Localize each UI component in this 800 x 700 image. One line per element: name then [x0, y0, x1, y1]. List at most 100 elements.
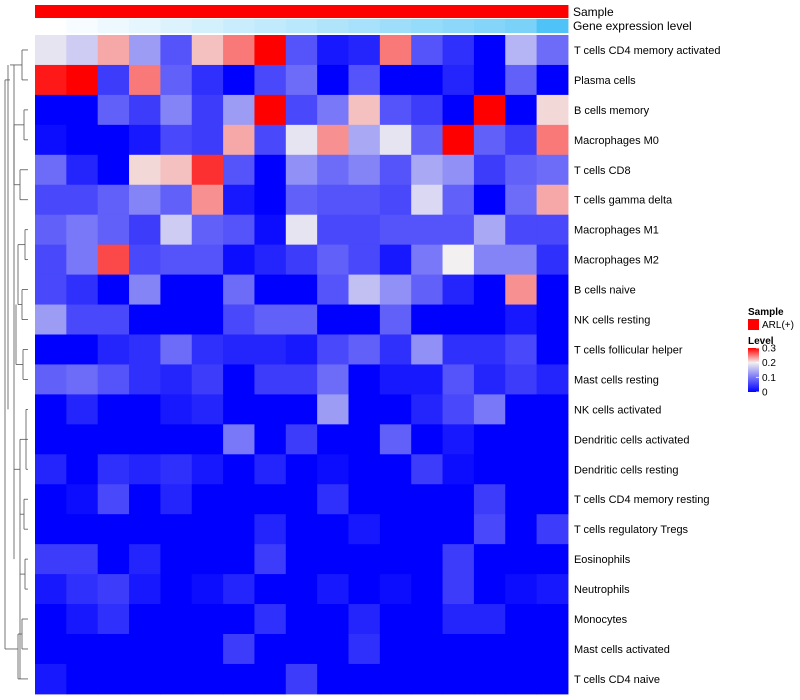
gene-expression-annotation-cell — [66, 19, 99, 33]
heatmap-cell — [129, 424, 161, 455]
heatmap-cell — [66, 454, 99, 485]
heatmap-cell — [536, 544, 569, 575]
heatmap-cell — [473, 514, 506, 545]
heatmap-cell — [129, 544, 161, 575]
sample-annotation-cell — [473, 5, 506, 18]
heatmap-cell — [35, 604, 67, 635]
heatmap-cell — [348, 454, 381, 485]
heatmap-cell — [129, 394, 161, 425]
heatmap-cell — [191, 214, 224, 246]
heatmap-cell — [379, 304, 412, 335]
gene-expression-annotation-label: Gene expression level — [573, 19, 692, 33]
heatmap-cell — [191, 94, 224, 126]
heatmap-cell — [317, 124, 349, 156]
heatmap-cell — [411, 334, 444, 365]
heatmap-cell — [129, 94, 161, 126]
heatmap-cell — [473, 154, 506, 186]
heatmap-cell — [160, 94, 193, 126]
heatmap-cell — [254, 304, 287, 335]
heatmap-cell — [97, 454, 130, 485]
heatmap-cell — [411, 544, 444, 575]
heatmap-cell — [348, 304, 381, 335]
heatmap-cell — [442, 663, 475, 695]
heatmap-cell — [97, 604, 130, 635]
heatmap-cell — [66, 334, 99, 365]
sample-annotation-cell — [442, 5, 475, 18]
heatmap-cell — [285, 454, 318, 485]
sample-annotation-cell — [505, 5, 538, 18]
heatmap-cell — [223, 184, 255, 216]
heatmap-cell — [379, 214, 412, 246]
heatmap-cell — [536, 334, 569, 365]
heatmap-cell — [348, 124, 381, 156]
heatmap-cell — [97, 574, 130, 605]
heatmap-cell — [160, 634, 193, 665]
heatmap-cell — [254, 514, 287, 545]
heatmap-cell — [285, 334, 318, 365]
heatmap-cell — [66, 124, 99, 156]
heatmap-cell — [317, 94, 349, 126]
heatmap-cells — [35, 35, 569, 695]
heatmap-cell — [442, 274, 475, 306]
row-label: NK cells resting — [574, 315, 650, 327]
gene-expression-annotation-cell — [505, 19, 538, 33]
sample-annotation-cell — [66, 5, 99, 18]
row-label: T cells CD4 memory activated — [574, 45, 721, 57]
heatmap-cell — [285, 394, 318, 425]
heatmap-cell — [473, 184, 506, 216]
sample-annotation-cell — [317, 5, 349, 18]
heatmap-cell — [285, 663, 318, 695]
heatmap-cell — [285, 634, 318, 665]
heatmap-cell — [223, 64, 255, 96]
heatmap-cell — [223, 514, 255, 545]
heatmap-cell — [129, 64, 161, 96]
legend-level-title: Level — [748, 336, 774, 347]
gene-expression-annotation-cell — [97, 19, 130, 33]
heatmap-cell — [317, 454, 349, 485]
heatmap-cell — [66, 274, 99, 306]
heatmap-cell — [536, 184, 569, 216]
sample-annotation-cell — [348, 5, 381, 18]
heatmap-cell — [97, 484, 130, 515]
heatmap-cell — [254, 544, 287, 575]
heatmap-cell — [97, 514, 130, 545]
heatmap-cell — [160, 364, 193, 395]
heatmap-cell — [254, 663, 287, 695]
heatmap-cell — [254, 604, 287, 635]
heatmap-cell — [129, 154, 161, 186]
heatmap-cell — [223, 154, 255, 186]
row-label: T cells follicular helper — [574, 344, 683, 356]
gene-expression-annotation-cell — [473, 19, 506, 33]
heatmap-cell — [97, 544, 130, 575]
heatmap-cell — [348, 35, 381, 66]
heatmap-cell — [223, 394, 255, 425]
heatmap-cell — [505, 663, 538, 695]
heatmap-cell — [473, 663, 506, 695]
heatmap-cell — [348, 274, 381, 306]
gene-expression-annotation-cell — [223, 19, 255, 33]
heatmap-cell — [254, 154, 287, 186]
heatmap-cell — [97, 663, 130, 695]
heatmap-cell — [66, 394, 99, 425]
heatmap-cell — [317, 574, 349, 605]
heatmap-cell — [473, 634, 506, 665]
heatmap-cell — [66, 424, 99, 455]
heatmap-cell — [97, 214, 130, 246]
heatmap-cell — [66, 35, 99, 66]
heatmap-cell — [411, 64, 444, 96]
heatmap-cell — [317, 214, 349, 246]
heatmap-cell — [442, 604, 475, 635]
heatmap-cell — [223, 454, 255, 485]
heatmap-cell — [348, 604, 381, 635]
heatmap-cell — [505, 244, 538, 276]
heatmap-cell — [66, 544, 99, 575]
heatmap-cell — [285, 184, 318, 216]
heatmap-cell — [536, 634, 569, 665]
sample-annotation-label: Sample — [573, 5, 614, 19]
heatmap-cell — [223, 35, 255, 66]
heatmap-cell — [129, 634, 161, 665]
heatmap-cell — [191, 544, 224, 575]
heatmap-cell — [129, 274, 161, 306]
heatmap-cell — [473, 454, 506, 485]
heatmap-cell — [379, 244, 412, 276]
